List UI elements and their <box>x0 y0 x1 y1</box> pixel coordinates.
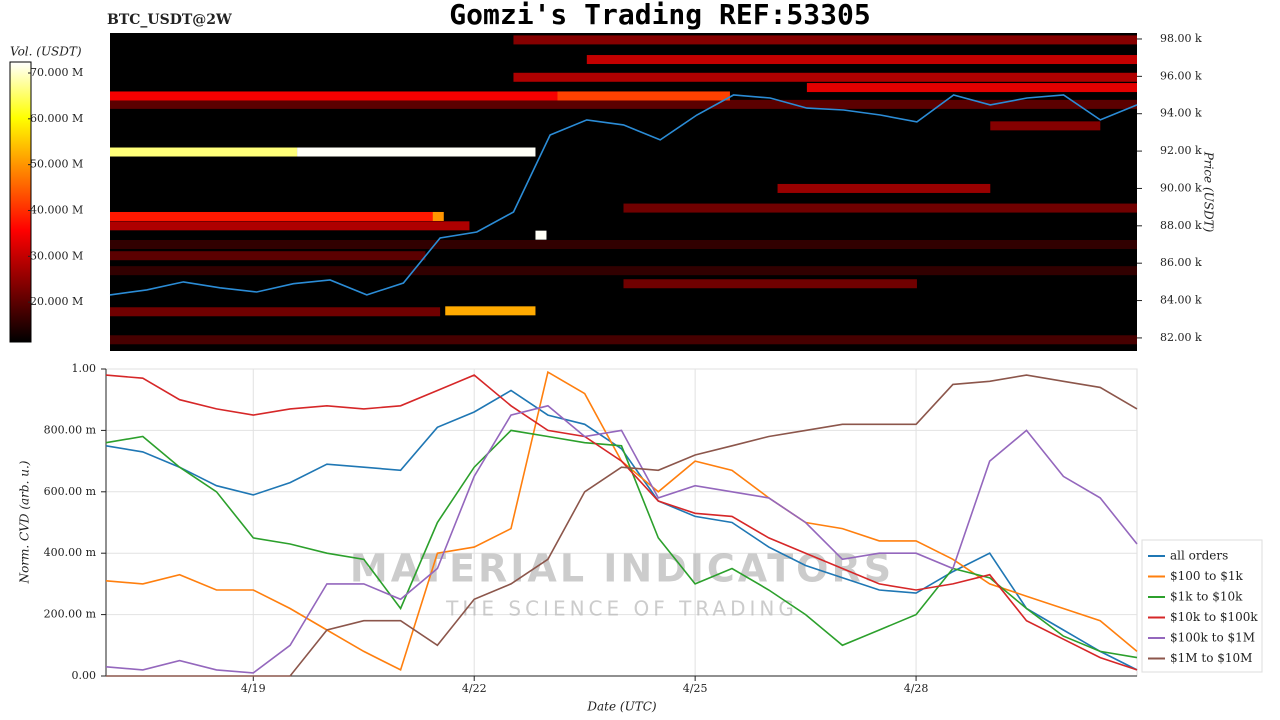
legend-label: $100 to $1k <box>1170 569 1243 583</box>
heat-band <box>432 211 444 221</box>
y-tick-label: 82.00 k <box>1160 331 1202 344</box>
legend-box <box>1141 539 1263 673</box>
colorbar-tick-label: 30.000 M <box>30 249 83 262</box>
y-tick-label: 200.00 m <box>44 608 97 621</box>
heat-band <box>513 72 1137 82</box>
y-tick-label: 86.00 k <box>1160 256 1202 269</box>
x-axis-label: Date (UTC) <box>586 700 656 714</box>
heat-band <box>557 91 730 101</box>
y-tick-label: 1.00 <box>72 362 97 375</box>
heat-band <box>990 121 1101 131</box>
legend-label: $10k to $100k <box>1170 610 1258 624</box>
y-axis-label: Price (USDT) <box>1202 151 1216 233</box>
y-tick-label: 92.00 k <box>1160 144 1202 157</box>
heat-band <box>110 251 426 261</box>
colorbar-tick-label: 20.000 M <box>30 295 83 308</box>
heat-band <box>110 147 298 157</box>
series-line <box>106 374 1138 677</box>
x-tick-label: 4/25 <box>683 682 708 695</box>
y-tick-label: 96.00 k <box>1160 69 1202 82</box>
y-tick-label: 84.00 k <box>1160 294 1202 307</box>
series-line <box>105 404 1138 674</box>
y-tick-label: 600.00 m <box>44 485 97 498</box>
heat-band <box>535 230 547 240</box>
y-tick-label: 90.00 k <box>1160 181 1202 194</box>
heat-band <box>777 183 991 193</box>
heat-band <box>586 55 1137 65</box>
series-line <box>105 429 1138 659</box>
colorbar-tick-label: 70.000 M <box>30 66 83 79</box>
chart-title: Gomzi's Trading REF:53305 <box>449 0 870 31</box>
price-line <box>109 94 1138 296</box>
x-tick-label: 4/28 <box>904 682 929 695</box>
heat-band <box>445 306 536 316</box>
y-tick-label: 98.00 k <box>1160 32 1202 45</box>
y-axis-label: Norm. CVD (arb. u.) <box>18 460 32 584</box>
heat-band <box>110 99 1137 109</box>
y-tick-label: 400.00 m <box>44 546 97 559</box>
colorbar <box>9 61 32 343</box>
legend-label: $100k to $1M <box>1170 631 1255 645</box>
heat-band <box>110 307 441 317</box>
heat-band <box>110 91 730 101</box>
plot-area <box>105 368 1138 677</box>
watermark: THE SCIENCE OF TRADING <box>445 597 798 621</box>
x-tick-label: 4/19 <box>241 682 266 695</box>
heat-band <box>297 147 536 157</box>
heat-band <box>110 221 470 231</box>
y-tick-label: 0.00 <box>72 669 97 682</box>
legend-label: $1M to $10M <box>1170 651 1252 665</box>
y-tick-label: 800.00 m <box>44 423 97 436</box>
legend-label: all orders <box>1170 549 1228 563</box>
series-line <box>105 389 1138 671</box>
heat-band <box>110 266 1137 276</box>
heat-band <box>110 335 1137 345</box>
y-tick-label: 94.00 k <box>1160 107 1202 120</box>
colorbar-label: Vol. (USDT) <box>10 45 82 59</box>
heat-band <box>513 35 1137 45</box>
heat-band <box>110 240 1137 250</box>
heat-band <box>623 203 1137 213</box>
chart-subtitle: BTC_USDT@2W <box>107 12 232 28</box>
series-line <box>105 374 1138 671</box>
colorbar-tick-label: 40.000 M <box>30 203 83 216</box>
heat-band <box>623 279 917 289</box>
heat-band <box>806 83 1137 93</box>
x-tick-label: 4/22 <box>462 682 487 695</box>
colorbar-tick-label: 50.000 M <box>30 158 83 171</box>
legend-label: $1k to $10k <box>1170 590 1243 604</box>
y-tick-label: 88.00 k <box>1160 219 1202 232</box>
watermark: MATERIAL INDICATORS <box>350 547 894 591</box>
colorbar-tick-label: 60.000 M <box>30 112 83 125</box>
heat-band <box>110 211 441 221</box>
